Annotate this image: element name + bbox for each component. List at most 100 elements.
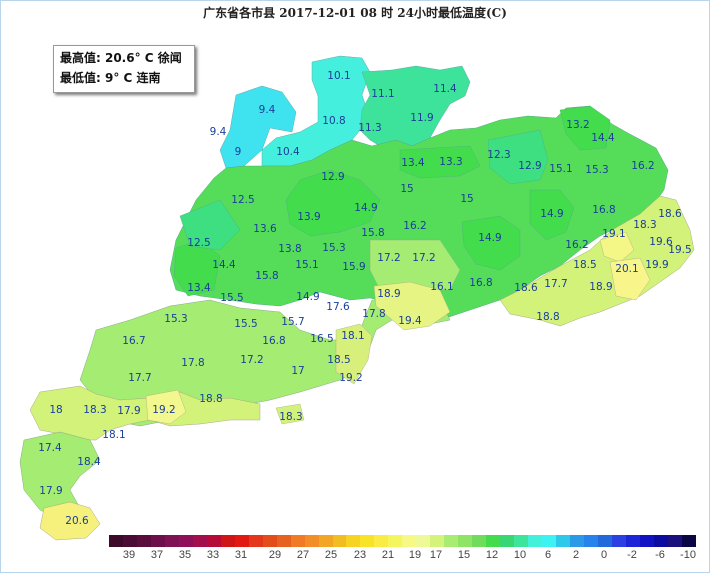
station-value-label: 19.2 (152, 404, 176, 416)
legend-swatch (109, 535, 123, 547)
legend-swatch (430, 535, 445, 547)
station-value-label: 17.2 (412, 252, 436, 264)
station-value-label: 11.9 (410, 112, 434, 124)
station-value-label: 17.9 (39, 485, 63, 497)
legend-swatch (681, 535, 696, 547)
station-value-label: 15.8 (255, 270, 279, 282)
station-value-label: 16.8 (262, 335, 286, 347)
station-value-label: 20.1 (615, 263, 639, 275)
station-value-label: 17.2 (240, 354, 264, 366)
legend-swatch (122, 535, 137, 547)
station-value-label: 14.9 (354, 202, 378, 214)
station-value-label: 10.1 (327, 70, 351, 82)
station-value-label: 14.9 (296, 291, 320, 303)
legend-swatch (374, 535, 389, 547)
station-value-label: 18.6 (514, 282, 538, 294)
legend-tick: 35 (178, 549, 192, 561)
station-value-label: 17 (291, 365, 305, 377)
station-value-label: 19.4 (398, 315, 422, 327)
legend-swatch (402, 535, 417, 547)
legend-swatch (360, 535, 375, 547)
legend-swatch (542, 535, 556, 547)
station-value-label: 15 (460, 193, 474, 205)
legend-swatch (136, 535, 151, 547)
legend-swatch (514, 535, 529, 547)
station-value-label: 17.9 (117, 405, 141, 417)
legend-swatch (500, 535, 515, 547)
legend-swatch (304, 535, 319, 547)
legend-swatch (206, 535, 221, 547)
station-value-label: 18.1 (102, 429, 126, 441)
legend-tick: 37 (150, 549, 164, 561)
station-value-label: 15.5 (234, 318, 258, 330)
station-value-label: 16.8 (592, 204, 616, 216)
station-value-label: 15 (400, 183, 414, 195)
legend-swatch (234, 535, 249, 547)
legend-swatch (653, 535, 668, 547)
legend-tick: 6 (544, 549, 552, 561)
station-value-label: 16.7 (122, 335, 146, 347)
station-value-label: 16.1 (430, 281, 454, 293)
station-value-label: 17.4 (38, 442, 62, 454)
station-value-label: 18.3 (83, 404, 107, 416)
station-value-label: 17.7 (544, 278, 568, 290)
station-value-label: 16.8 (469, 277, 493, 289)
legend-swatch (262, 535, 277, 547)
station-value-label: 19.5 (668, 244, 692, 256)
min-value-line: 最低值: 9° C 连南 (60, 71, 161, 85)
station-value-label: 18 (49, 404, 63, 416)
station-value-label: 15.3 (585, 164, 609, 176)
legend-tick: 23 (353, 549, 367, 561)
station-value-label: 18.4 (77, 456, 101, 468)
station-value-label: 15.9 (342, 261, 366, 273)
legend-tick: 31 (234, 549, 248, 561)
station-value-label: 19.1 (602, 228, 626, 240)
legend-swatch (639, 535, 654, 547)
legend-swatch (611, 535, 626, 547)
legend-swatch (192, 535, 207, 547)
station-value-label: 10.4 (276, 146, 300, 158)
legend-tick: 15 (457, 549, 471, 561)
legend-swatch (583, 535, 598, 547)
legend-swatch (164, 535, 179, 547)
legend-tick: 0 (600, 549, 608, 561)
station-value-label: 19.9 (645, 259, 669, 271)
station-value-label: 18.9 (377, 288, 401, 300)
legend-swatch (667, 535, 682, 547)
station-value-label: 12.5 (187, 237, 211, 249)
station-value-label: 16.2 (565, 239, 589, 251)
legend-swatch (625, 535, 640, 547)
legend-tick: 27 (296, 549, 310, 561)
legend-swatch (528, 535, 543, 547)
station-value-label: 18.6 (658, 208, 682, 220)
legend-tick: 33 (206, 549, 220, 561)
legend-tick: 39 (122, 549, 136, 561)
legend-swatch (178, 535, 193, 547)
station-value-label: 17.6 (326, 301, 350, 313)
legend-swatch (556, 535, 570, 547)
station-value-label: 15.5 (220, 292, 244, 304)
legend-swatch (346, 535, 361, 547)
legend-swatch (318, 535, 333, 547)
station-value-label: 15.1 (549, 163, 573, 175)
legend-swatch (220, 535, 235, 547)
legend-swatch (416, 535, 431, 547)
legend-tick: -2 (627, 549, 637, 561)
legend-swatch (597, 535, 612, 547)
legend-tick: 12 (485, 549, 499, 561)
station-value-label: 13.8 (278, 243, 302, 255)
legend-swatch (248, 535, 263, 547)
legend-swatch (444, 535, 459, 547)
legend-swatch (486, 535, 501, 547)
legend-tick: 29 (268, 549, 282, 561)
station-value-label: 14.9 (540, 208, 564, 220)
station-value-label: 13.3 (439, 156, 463, 168)
station-value-label: 13.6 (253, 223, 277, 235)
legend-tick: -6 (655, 549, 665, 561)
station-value-label: 15.8 (361, 227, 385, 239)
station-value-label: 18.8 (536, 311, 560, 323)
station-value-label: 17.2 (377, 252, 401, 264)
legend-swatch (388, 535, 403, 547)
station-value-label: 15.7 (281, 316, 305, 328)
station-value-label: 19.2 (339, 372, 363, 384)
